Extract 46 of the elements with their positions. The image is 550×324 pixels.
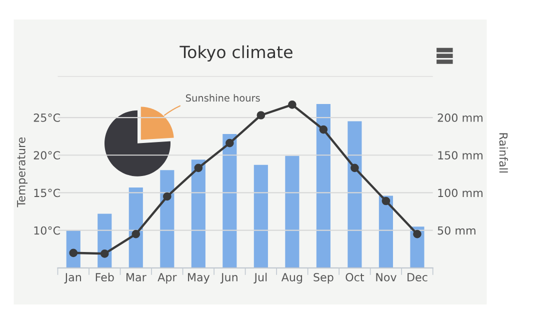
slice-label: Sunshine hours: [186, 94, 260, 102]
bar: [285, 156, 300, 268]
y2-tick-label: 200 mm: [438, 113, 482, 122]
bar: [160, 170, 174, 268]
x-tick-label: Aug: [281, 273, 302, 284]
point: [162, 192, 172, 201]
x-tick-label: Sep: [314, 273, 334, 284]
bar: [191, 160, 206, 268]
point: [226, 138, 234, 148]
bar: [378, 196, 393, 268]
point: [350, 164, 359, 172]
y2-tick-label: 100 mm: [438, 188, 482, 198]
x-tick-label: Oct: [346, 273, 364, 282]
bar: [254, 164, 268, 268]
y-tick-label: 25°C: [34, 113, 60, 122]
point: [288, 100, 296, 109]
y-axis-title: Temperature: [17, 137, 28, 208]
point: [69, 248, 78, 258]
y-tick-label: 20°C: [34, 151, 60, 160]
x-tick-label: Apr: [158, 273, 177, 284]
bar: [128, 187, 143, 268]
x-tick-label: Jul: [254, 272, 267, 284]
point: [319, 125, 328, 134]
x-tick-label: Mar: [126, 273, 146, 282]
bar: [98, 214, 112, 268]
x-tick-label: May: [188, 273, 210, 284]
bar: [222, 134, 237, 268]
point: [100, 249, 109, 258]
x-tick-label: Dec: [408, 273, 428, 282]
point: [132, 230, 140, 238]
y-tick-label: 10°C: [34, 226, 60, 235]
bar: [348, 121, 362, 268]
x-tick-label: Jan: [64, 273, 81, 284]
y2-tick-label: 50 mm: [438, 226, 476, 235]
chart-title: Tokyo climate: [180, 45, 292, 62]
y-tick-label: 15°C: [34, 188, 60, 198]
point: [382, 196, 390, 206]
x-tick-label: Feb: [96, 272, 114, 282]
point: [413, 230, 422, 238]
point: [256, 111, 266, 120]
y2-axis-title: Rainfall: [499, 133, 508, 172]
bar: [316, 104, 330, 268]
x-tick-label: Nov: [376, 273, 396, 282]
point: [194, 164, 203, 172]
y2-tick-label: 150 mm: [438, 151, 482, 160]
x-tick-label: Jun: [220, 273, 238, 284]
